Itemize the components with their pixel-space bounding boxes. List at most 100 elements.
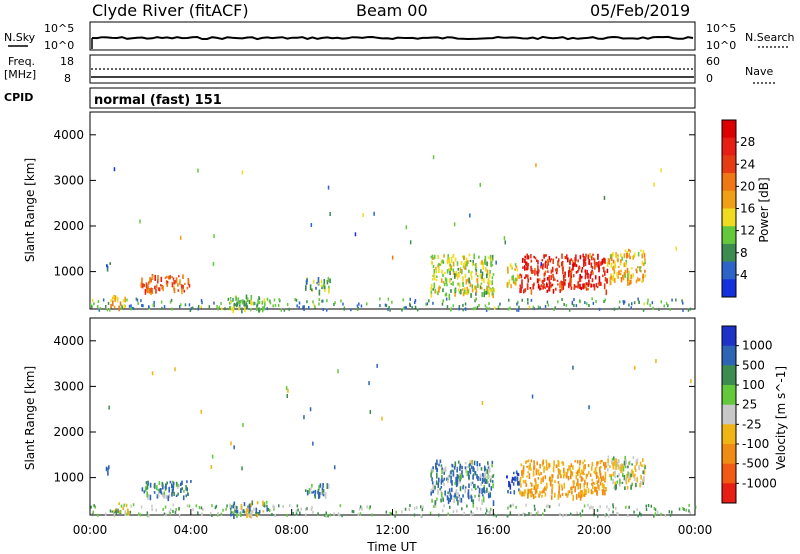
echo-mark (532, 269, 534, 274)
scatter-mark (478, 303, 480, 307)
echo-mark (620, 467, 623, 474)
echo-mark (440, 464, 443, 467)
scatter-mark (251, 510, 254, 514)
scatter-mark (543, 508, 546, 512)
scatter-mark (508, 504, 511, 508)
echo-mark (430, 472, 432, 478)
echo-mark (546, 289, 549, 293)
echo-mark (479, 276, 482, 279)
echo-mark (555, 256, 558, 259)
echo-mark (115, 508, 117, 511)
echo-mark (618, 270, 620, 275)
xtick-label: 16:00 (476, 523, 511, 537)
scatter-mark (269, 301, 272, 305)
scatter-mark (286, 513, 288, 517)
echo-mark (564, 471, 566, 477)
echo-mark (176, 484, 179, 490)
echo-mark (444, 466, 447, 473)
echo-mark (565, 492, 567, 497)
scatter-mark (90, 505, 92, 509)
scatter-mark (222, 508, 224, 512)
scatter-mark (429, 511, 432, 515)
scatter-mark (495, 514, 497, 518)
scatter-mark (660, 300, 662, 304)
echo-mark (167, 275, 170, 280)
echo-mark (491, 264, 494, 267)
scatter-mark (169, 300, 172, 304)
isolated-mark (368, 381, 370, 386)
echo-mark (592, 481, 595, 485)
echo-mark (591, 278, 594, 283)
isolated-mark (310, 223, 313, 227)
scatter-mark (153, 300, 155, 304)
echo-mark (468, 280, 471, 283)
echo-mark (172, 485, 174, 491)
echo-mark (559, 282, 561, 289)
echo-mark (244, 306, 246, 312)
echo-mark (435, 268, 437, 274)
scatter-mark (506, 514, 509, 518)
echo-mark (598, 484, 600, 491)
echo-mark (463, 255, 465, 260)
echo-mark (539, 285, 541, 291)
echo-mark (469, 463, 471, 466)
scatter-mark (292, 511, 294, 515)
echo-mark (522, 465, 525, 472)
echo-mark (446, 283, 448, 287)
scatter-mark (485, 512, 487, 516)
scatter-mark (510, 504, 512, 508)
scatter-mark (269, 508, 271, 512)
scatter-mark (461, 507, 463, 511)
echo-mark (580, 476, 583, 482)
echo-mark (580, 286, 582, 291)
colorbar-tick-label: 24 (740, 157, 755, 171)
echo-mark (441, 468, 443, 475)
scatter-mark (91, 513, 94, 517)
echo-mark (591, 269, 593, 273)
echo-mark (637, 266, 639, 269)
scatter-mark (527, 301, 529, 305)
echo-mark (145, 282, 148, 289)
echo-mark (265, 500, 268, 504)
echo-mark (316, 281, 318, 285)
echo-mark (615, 459, 618, 463)
echo-mark (561, 262, 564, 268)
scatter-mark (488, 307, 491, 311)
echo-mark (643, 469, 646, 475)
scatter-mark (645, 504, 647, 508)
echo-mark (514, 281, 517, 286)
echo-mark (439, 459, 442, 464)
echo-mark (543, 277, 546, 281)
echo-mark (629, 472, 631, 479)
echo-mark (232, 299, 234, 302)
echo-mark (180, 482, 182, 487)
scatter-mark (422, 505, 424, 509)
echo-mark (483, 292, 485, 298)
echo-mark (619, 262, 622, 266)
echo-mark (537, 283, 540, 289)
echo-mark (523, 491, 526, 497)
scatter-mark (537, 510, 539, 514)
echo-mark (155, 284, 158, 289)
echo-mark (558, 483, 561, 487)
echo-mark (548, 283, 551, 288)
echo-mark (434, 500, 436, 506)
echo-mark (491, 254, 494, 261)
echo-mark (583, 472, 585, 475)
isolated-mark (211, 454, 214, 459)
echo-mark (637, 277, 639, 282)
colorbar-segment (722, 190, 736, 209)
scatter-mark (573, 298, 575, 301)
echo-mark (639, 461, 642, 466)
echo-mark (522, 474, 524, 478)
echo-mark (597, 461, 599, 465)
echo-mark (456, 466, 458, 473)
scatter-mark (442, 509, 444, 513)
echo-mark (471, 284, 474, 289)
echo-mark (632, 470, 634, 477)
echo-mark (584, 479, 586, 482)
echo-mark (590, 466, 593, 471)
echo-mark (612, 461, 614, 468)
scatter-mark (608, 514, 610, 518)
echo-mark (256, 304, 258, 308)
